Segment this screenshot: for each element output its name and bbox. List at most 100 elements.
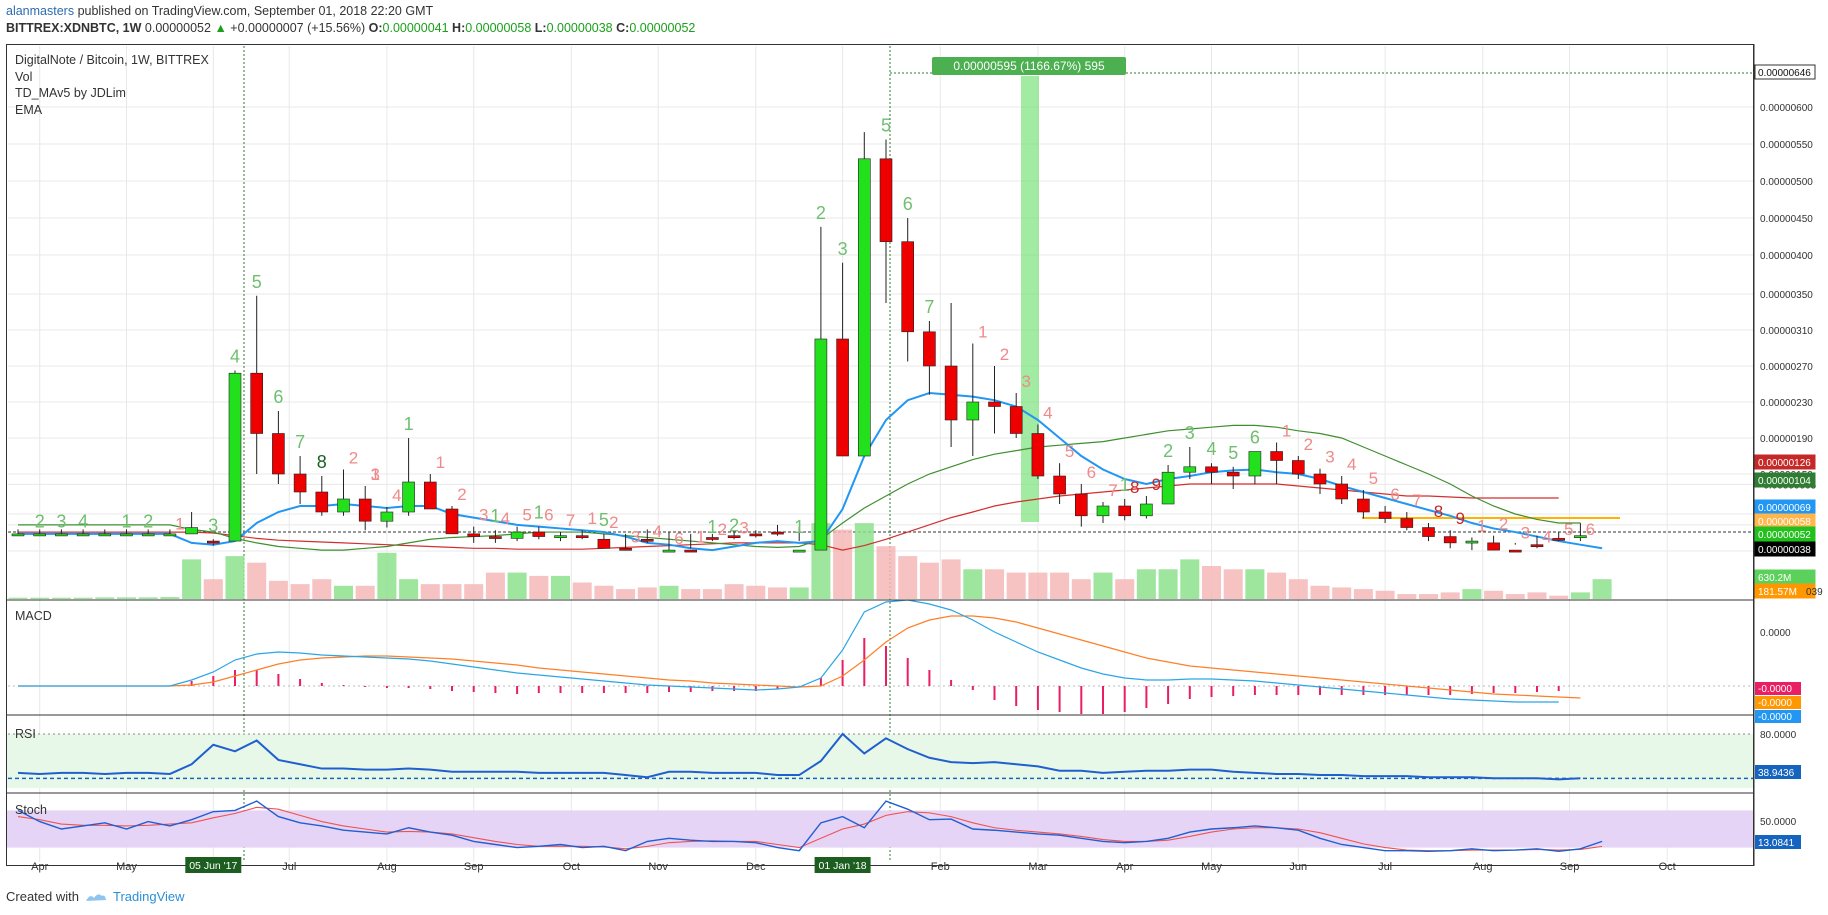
price-change: +0.00000007 (+15.56%) xyxy=(230,21,366,35)
candle-body xyxy=(792,549,806,553)
candle-body xyxy=(662,549,676,553)
volume-bar xyxy=(746,585,766,599)
volume-bar xyxy=(1462,589,1482,599)
volume-bar xyxy=(377,552,397,599)
candle-body xyxy=(1226,471,1240,477)
time-tick-label: Sep xyxy=(1560,861,1580,873)
candle-body xyxy=(1530,544,1544,548)
candle-body xyxy=(55,533,68,537)
legend-ema[interactable]: EMA xyxy=(15,102,43,117)
candle-body xyxy=(1357,498,1370,513)
stoch-pane: 50.0000 13.0841 xyxy=(7,800,1801,853)
candle-body xyxy=(1378,511,1392,519)
candle-body xyxy=(554,535,567,538)
stoch-label[interactable]: Stoch xyxy=(15,803,47,817)
volume-bar xyxy=(1310,585,1330,599)
td-count-up: 2 xyxy=(816,203,826,223)
candle-body xyxy=(1205,466,1218,473)
td-count-down: 4 xyxy=(653,522,662,541)
volume-bar xyxy=(724,584,744,599)
price-tick-label: 0.00000270 xyxy=(1760,362,1813,373)
time-tick-label: 05 Jun '17 xyxy=(189,860,237,872)
price-badge: 0.00000126 xyxy=(1758,458,1811,469)
td-count-up: 1 xyxy=(121,512,131,532)
legend-symbol[interactable]: DigitalNote / Bitcoin, 1W, BITTREX xyxy=(15,53,209,67)
price-badge: 0.00000646 xyxy=(1758,68,1811,79)
td-count-up: 1 xyxy=(794,517,804,537)
candle-body xyxy=(1400,518,1414,528)
candle-body xyxy=(337,498,350,513)
low-label: L: xyxy=(534,21,547,35)
candle-body xyxy=(1292,460,1305,475)
candle-body xyxy=(901,241,915,333)
time-tick-label: Jul xyxy=(1378,861,1392,873)
candle-body xyxy=(380,511,394,522)
tradingview-link[interactable]: TradingView xyxy=(112,889,185,904)
volume-bar xyxy=(1484,590,1504,599)
td-count-down: 6 xyxy=(544,506,553,525)
rsi-badge: 38.9436 xyxy=(1758,768,1795,779)
volume-bar xyxy=(160,597,180,599)
candle-body xyxy=(1096,505,1110,517)
volume-bar xyxy=(551,575,570,599)
candle-body xyxy=(857,158,871,457)
volume-bar xyxy=(73,597,93,599)
candle-body xyxy=(489,536,502,539)
td-count-up: 1 xyxy=(404,414,414,434)
candle-body xyxy=(76,533,90,537)
stoch-k-line xyxy=(17,800,1603,853)
td-count-up: 7 xyxy=(924,297,934,317)
price-tick-label: 0.00000450 xyxy=(1760,214,1813,225)
volume-bar xyxy=(1006,572,1026,599)
candle-body xyxy=(510,531,524,539)
td-count-up: 4 xyxy=(1206,439,1216,459)
td-count-down: 2 xyxy=(1499,515,1508,534)
candle-body xyxy=(11,533,25,537)
td-count-down: 1 xyxy=(175,515,184,534)
td-count-up: 4 xyxy=(230,347,240,367)
time-tick-label: Oct xyxy=(563,861,580,873)
publish-line: alanmasters published on TradingView.com… xyxy=(6,4,433,18)
volume-bar xyxy=(1028,572,1048,599)
td-count-down: 1 xyxy=(978,323,987,342)
time-tick-label: May xyxy=(1201,861,1222,873)
rsi-level-label: 80.0000 xyxy=(1760,730,1797,741)
td-count-up: 1 xyxy=(1120,475,1130,495)
legend-tdma[interactable]: TD_MAv5 by JDLim xyxy=(15,86,126,100)
macd-axis-label: 0.0000 xyxy=(1760,628,1791,639)
low-value: 0.00000038 xyxy=(546,21,613,35)
volume-bar xyxy=(247,562,267,599)
candle-body xyxy=(1552,538,1565,541)
volume-bar xyxy=(1223,569,1243,599)
macd-label[interactable]: MACD xyxy=(15,609,52,623)
volume-bar xyxy=(616,589,636,599)
candles xyxy=(11,132,1587,553)
volume-bar xyxy=(138,597,158,599)
author-link[interactable]: alanmasters xyxy=(6,4,75,18)
candle-body xyxy=(532,531,546,537)
volume-bar xyxy=(290,584,310,599)
volume-bar xyxy=(268,580,288,599)
volume-bar xyxy=(1549,595,1569,599)
time-tick-label: Apr xyxy=(1116,861,1133,873)
td-count-down: 8 xyxy=(1130,478,1139,497)
candle-body xyxy=(423,481,437,510)
volume-bar xyxy=(507,572,527,599)
rsi-label[interactable]: RSI xyxy=(15,727,36,741)
td-count-down: 1 xyxy=(696,527,705,546)
stoch-level-label: 50.0000 xyxy=(1760,817,1797,828)
td-count-down: 7 xyxy=(566,511,575,530)
td-count-up: 3 xyxy=(838,239,848,259)
candle-body xyxy=(1335,483,1348,500)
open-value: 0.00000041 xyxy=(382,21,449,35)
candle-body xyxy=(966,401,980,421)
volume-bar xyxy=(1180,559,1200,599)
legend-vol[interactable]: Vol xyxy=(15,69,33,84)
volume-bar xyxy=(1440,592,1460,599)
volume-bar xyxy=(1419,594,1438,599)
td-count-down: 4 xyxy=(1347,455,1356,474)
volume-bar xyxy=(1050,572,1070,599)
td-count-down: 3 xyxy=(370,465,379,484)
candle-body xyxy=(836,338,849,457)
